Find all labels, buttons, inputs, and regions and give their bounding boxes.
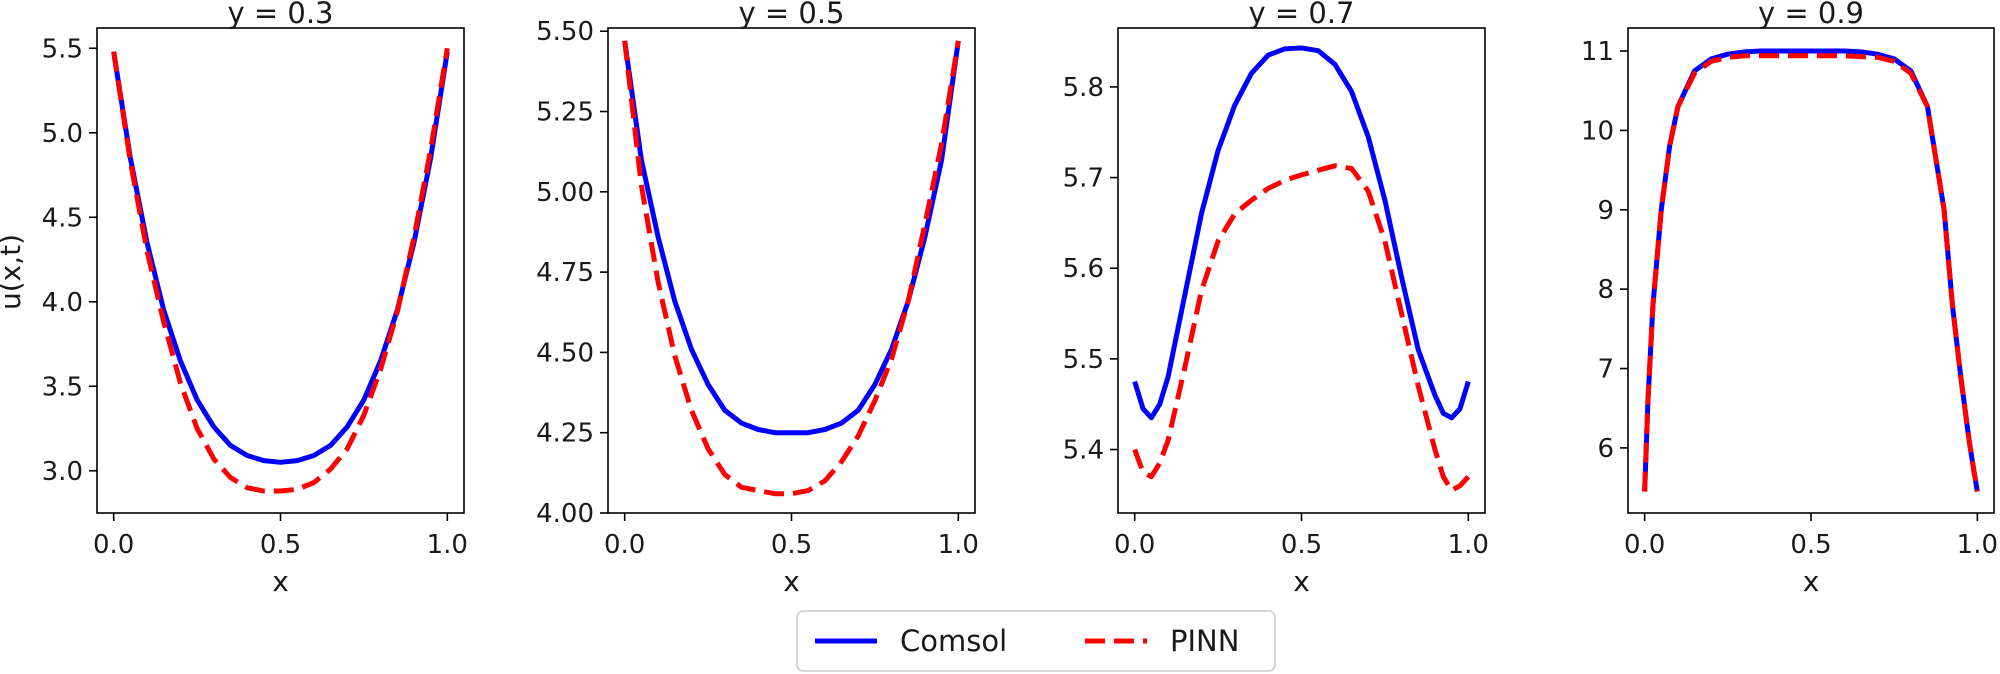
x-tick-label: 0.5: [771, 530, 812, 560]
subplots: 0.0 0.5 1.0 3.0 3.5 4.0 4.5 5.0 5.5 y = 0.3 x u(x,t…: [0, 0, 1998, 598]
series-pinn-line: [622, 40, 961, 497]
y-tick-label: 4.25: [536, 419, 594, 449]
subplot-title: y = 0.3: [227, 0, 333, 30]
subplot-title: y = 0.7: [1248, 0, 1354, 30]
x-axis-label: x: [272, 565, 289, 598]
series-pinn-line: [1642, 53, 1980, 492]
y-tick-label: 6: [1597, 434, 1614, 464]
axes-frame: [607, 27, 976, 514]
legend-comsol-label: Comsol: [900, 624, 1007, 658]
y-tick-label: 10: [1581, 116, 1614, 146]
y-tick-label: 5.00: [536, 178, 594, 208]
legend-pinn-label: PINN: [1170, 624, 1239, 658]
y-tick-label: 8: [1597, 275, 1614, 305]
series-pinn-line: [1132, 163, 1471, 493]
y-tick-label: 5.7: [1063, 164, 1104, 194]
y-tick-label: 9: [1597, 196, 1614, 226]
x-axis-label: x: [783, 565, 800, 598]
y-tick-label: 11: [1581, 37, 1614, 67]
y-tick-label: 5.50: [536, 17, 594, 47]
x-tick-label: 0.0: [93, 530, 134, 560]
x-axis-label: x: [1293, 565, 1310, 598]
y-tick-label: 7: [1597, 355, 1614, 385]
series-comsol-line: [111, 51, 450, 465]
x-tick-label: 0.0: [1624, 530, 1665, 560]
subplot-2: 0.0 0.5 1.0 4.00 4.25 4.50 4.75 5.00 5.25 5.50 y =…: [536, 0, 979, 598]
x-tick-label: 0.5: [260, 530, 301, 560]
y-tick-label: 5.0: [42, 119, 83, 149]
subplot-1: 0.0 0.5 1.0 3.0 3.5 4.0 4.5 5.0 5.5 y = 0.3 x u(x,t…: [0, 0, 468, 598]
x-tick-label: 1.0: [938, 530, 979, 560]
subplot-title: y = 0.5: [738, 0, 844, 30]
y-tick-label: 5.5: [42, 34, 83, 64]
y-tick-label: 4.75: [536, 258, 594, 288]
y-tick-label: 5.8: [1063, 73, 1104, 103]
x-tick-label: 0.5: [1281, 530, 1322, 560]
subplot-title: y = 0.9: [1758, 0, 1864, 30]
x-tick-label: 0.0: [1114, 530, 1155, 560]
y-tick-label: 5.5: [1063, 345, 1104, 375]
y-tick-label: 5.4: [1063, 436, 1104, 466]
x-tick-label: 1.0: [427, 530, 468, 560]
y-tick-label: 4.5: [42, 203, 83, 233]
series-pinn-line: [111, 47, 450, 494]
y-tick-label: 3.0: [42, 457, 83, 487]
x-tick-label: 0.0: [604, 530, 645, 560]
subplot-3: 0.0 0.5 1.0 5.4 5.5 5.6 5.7 5.8 y = 0.7 x: [1063, 0, 1489, 598]
legend: Comsol PINN: [796, 610, 1276, 672]
x-tick-label: 1.0: [1448, 530, 1489, 560]
y-axis-label: u(x,t): [0, 234, 27, 310]
x-axis-label: x: [1803, 565, 1820, 598]
y-tick-label: 5.6: [1063, 254, 1104, 284]
x-tick-label: 0.5: [1790, 530, 1831, 560]
y-tick-label: 3.5: [42, 372, 83, 402]
legend-frame: [796, 610, 1276, 672]
series-comsol-line: [1132, 45, 1471, 421]
x-tick-label: 1.0: [1957, 530, 1998, 560]
subplot-4: 0.0 0.5 1.0 6 7 8 9 10 11 y = 0.9 x: [1581, 0, 1998, 598]
y-tick-label: 4.00: [536, 499, 594, 529]
series-comsol-line: [622, 40, 961, 436]
y-tick-label: 4.50: [536, 338, 594, 368]
y-tick-label: 4.0: [42, 288, 83, 318]
y-tick-label: 5.25: [536, 98, 594, 128]
